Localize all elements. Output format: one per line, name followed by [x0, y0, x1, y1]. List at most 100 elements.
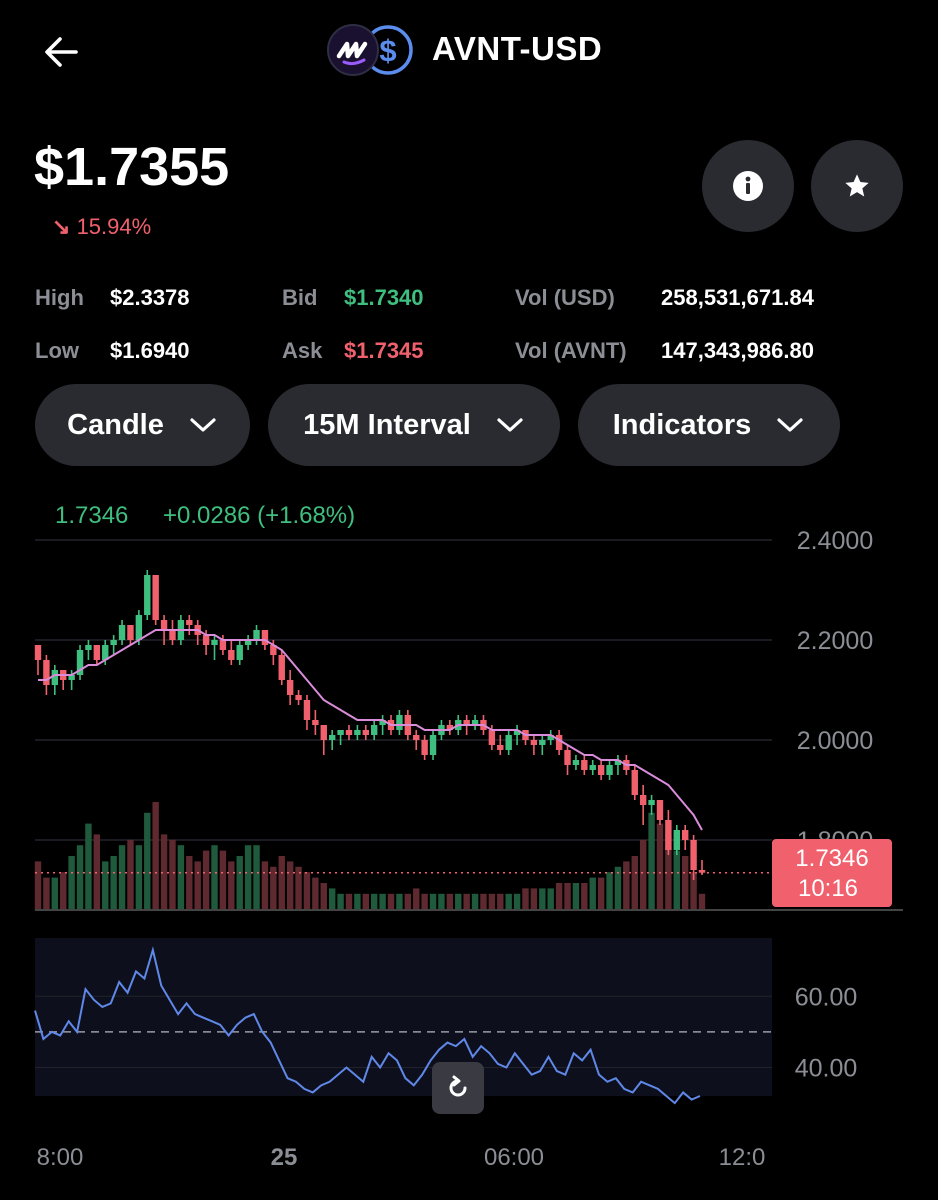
- volume-bar: [690, 872, 697, 910]
- price-tag-countdown: 10:16: [798, 875, 858, 902]
- candle-body: [589, 765, 596, 770]
- candle-body: [102, 645, 109, 660]
- volume-bar: [438, 893, 445, 910]
- volume-bar: [51, 877, 59, 910]
- candle-body: [488, 730, 496, 745]
- volume-bar: [286, 861, 294, 910]
- svg-text:$: $: [379, 33, 396, 68]
- candle-body: [513, 730, 521, 735]
- price-change-percent: 15.94%: [76, 214, 152, 239]
- volume-bar: [127, 839, 134, 910]
- candle-body: [581, 760, 588, 770]
- candle-body: [152, 575, 159, 620]
- ask-label: Ask: [282, 338, 323, 363]
- volume-bar: [362, 893, 369, 910]
- candle-body: [614, 760, 622, 765]
- volume-bar: [354, 893, 361, 910]
- candle-body: [505, 735, 512, 750]
- low-label: Low: [35, 338, 79, 363]
- volume-bar: [312, 877, 319, 910]
- volume-bar: [261, 861, 269, 910]
- price-tick-label: 2.4000: [797, 527, 873, 555]
- volume-bar: [219, 850, 227, 910]
- volume-bar: [303, 872, 311, 910]
- volume-bar: [379, 893, 386, 910]
- price-tick-label: 2.0000: [797, 727, 873, 755]
- vol-base-value: 147,343,986.80: [661, 338, 814, 363]
- volume-bar: [681, 856, 689, 910]
- chart-type-dropdown[interactable]: Candle: [35, 384, 250, 466]
- volume-bar: [34, 861, 42, 910]
- volume-bar: [698, 893, 706, 910]
- reset-zoom-icon: [449, 1075, 467, 1097]
- interval-label: 15M Interval: [303, 408, 471, 441]
- volume-bar: [295, 866, 302, 910]
- candle-body: [160, 620, 168, 630]
- candle-body: [320, 725, 327, 740]
- candle-body: [429, 735, 437, 755]
- volume-bar: [665, 834, 672, 910]
- price-tag-value: 1.7346: [795, 845, 868, 872]
- chart-delta: +0.0286 (+1.68%): [163, 502, 355, 529]
- usd-coin-icon: $: [363, 25, 413, 75]
- volume-bar: [539, 888, 546, 910]
- back-button[interactable]: [40, 30, 84, 74]
- star-icon: [845, 174, 869, 197]
- vol-usd-label: Vol (USD): [515, 285, 615, 310]
- high-label: High: [35, 285, 84, 310]
- reset-zoom-button[interactable]: [432, 1062, 484, 1114]
- volume-bar: [177, 845, 185, 910]
- rsi-tick-label: 40.00: [795, 1055, 858, 1083]
- candle-body: [186, 620, 193, 625]
- avantis-logo-icon: [327, 24, 379, 76]
- candle-body: [202, 635, 210, 645]
- candle-body: [681, 830, 689, 840]
- moving-average-line: [38, 629, 703, 831]
- candle-body: [211, 640, 218, 645]
- volume-bar: [60, 872, 67, 910]
- candle-body: [85, 645, 92, 650]
- chevron-down-icon: [777, 418, 803, 432]
- volume-bar: [202, 850, 210, 910]
- candle-body: [34, 645, 42, 660]
- candle-body: [312, 720, 319, 725]
- candle-body: [127, 625, 134, 640]
- time-tick-label: 8:00: [37, 1144, 84, 1171]
- price-chart[interactable]: 1.7346 +0.0286 (+1.68%) 2.4000 2.2000 2.00…: [0, 480, 938, 1200]
- volume-bar: [228, 861, 235, 910]
- candle-body: [597, 765, 605, 775]
- bid-value: $1.7340: [344, 285, 424, 310]
- volume-bar: [429, 893, 437, 910]
- volume-bar: [572, 883, 580, 910]
- candle-body: [219, 640, 227, 650]
- indicators-dropdown[interactable]: Indicators: [578, 384, 840, 466]
- low-value: $1.6940: [110, 338, 190, 363]
- volume-bar: [152, 802, 159, 910]
- volume-bar: [656, 823, 664, 910]
- candle-body: [421, 740, 428, 755]
- candle-body: [328, 735, 336, 740]
- volume-bar: [413, 888, 420, 910]
- volume-bar: [194, 861, 201, 910]
- candle-body: [396, 715, 403, 730]
- volume-bar: [118, 845, 126, 910]
- volume-bar: [639, 839, 647, 910]
- current-price: $1.7355: [34, 137, 230, 197]
- bid-label: Bid: [282, 285, 318, 310]
- volume-bars: [34, 802, 706, 910]
- candle-body: [295, 695, 302, 700]
- info-button[interactable]: [702, 140, 794, 232]
- candle-body: [379, 720, 386, 725]
- candle-body: [690, 840, 697, 870]
- candle-body: [606, 765, 613, 775]
- candle-body: [413, 735, 420, 740]
- time-tick-label: 25: [271, 1144, 298, 1171]
- volume-bar: [522, 888, 529, 910]
- favorite-button[interactable]: [811, 140, 903, 232]
- rsi-line: [34, 946, 701, 1105]
- volume-bar: [463, 893, 470, 910]
- candle-body: [118, 625, 126, 640]
- candle-body: [572, 760, 580, 765]
- interval-dropdown[interactable]: 15M Interval: [268, 384, 560, 466]
- candle-body: [228, 650, 235, 660]
